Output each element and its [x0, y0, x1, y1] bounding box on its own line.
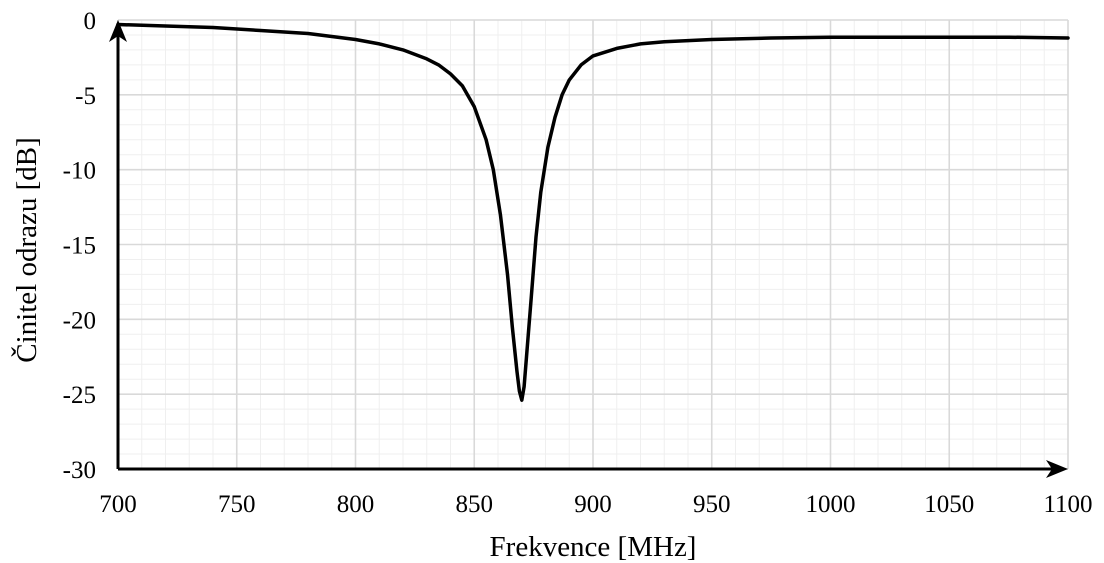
x-tick-label: 1050 [924, 491, 974, 518]
x-tick-label: 800 [337, 491, 375, 518]
y-tick-label: -30 [63, 457, 96, 484]
y-axis-arrowhead [109, 20, 127, 42]
x-tick-label: 750 [218, 491, 256, 518]
reflection-curve [116, 22, 1070, 402]
x-tick-label: 1000 [806, 491, 856, 518]
x-tick-label: 700 [99, 491, 137, 518]
y-tick-label: -25 [63, 382, 96, 409]
x-tick-label: 1100 [1043, 491, 1092, 518]
x-tick-label: 950 [693, 491, 731, 518]
x-tick-label: 900 [574, 491, 612, 518]
x-axis-arrowhead [1046, 460, 1068, 478]
y-tick-label: -20 [63, 307, 96, 334]
y-tick-label: 0 [84, 8, 97, 35]
x-axis-title: Frekvence [MHz] [490, 531, 697, 563]
y-tick-label: -15 [63, 233, 96, 260]
axes [109, 20, 1068, 478]
y-axis-title: Činitel odrazu [dB] [10, 137, 43, 363]
y-tick-label: -10 [63, 158, 96, 185]
x-tick-labels: 700 750 800 850 900 950 1000 1050 1100 [99, 491, 1092, 518]
y-tick-label: -5 [75, 83, 96, 110]
y-tick-labels: 0 -5 -10 -15 -20 -25 -30 [63, 8, 96, 484]
x-tick-label: 850 [456, 491, 494, 518]
